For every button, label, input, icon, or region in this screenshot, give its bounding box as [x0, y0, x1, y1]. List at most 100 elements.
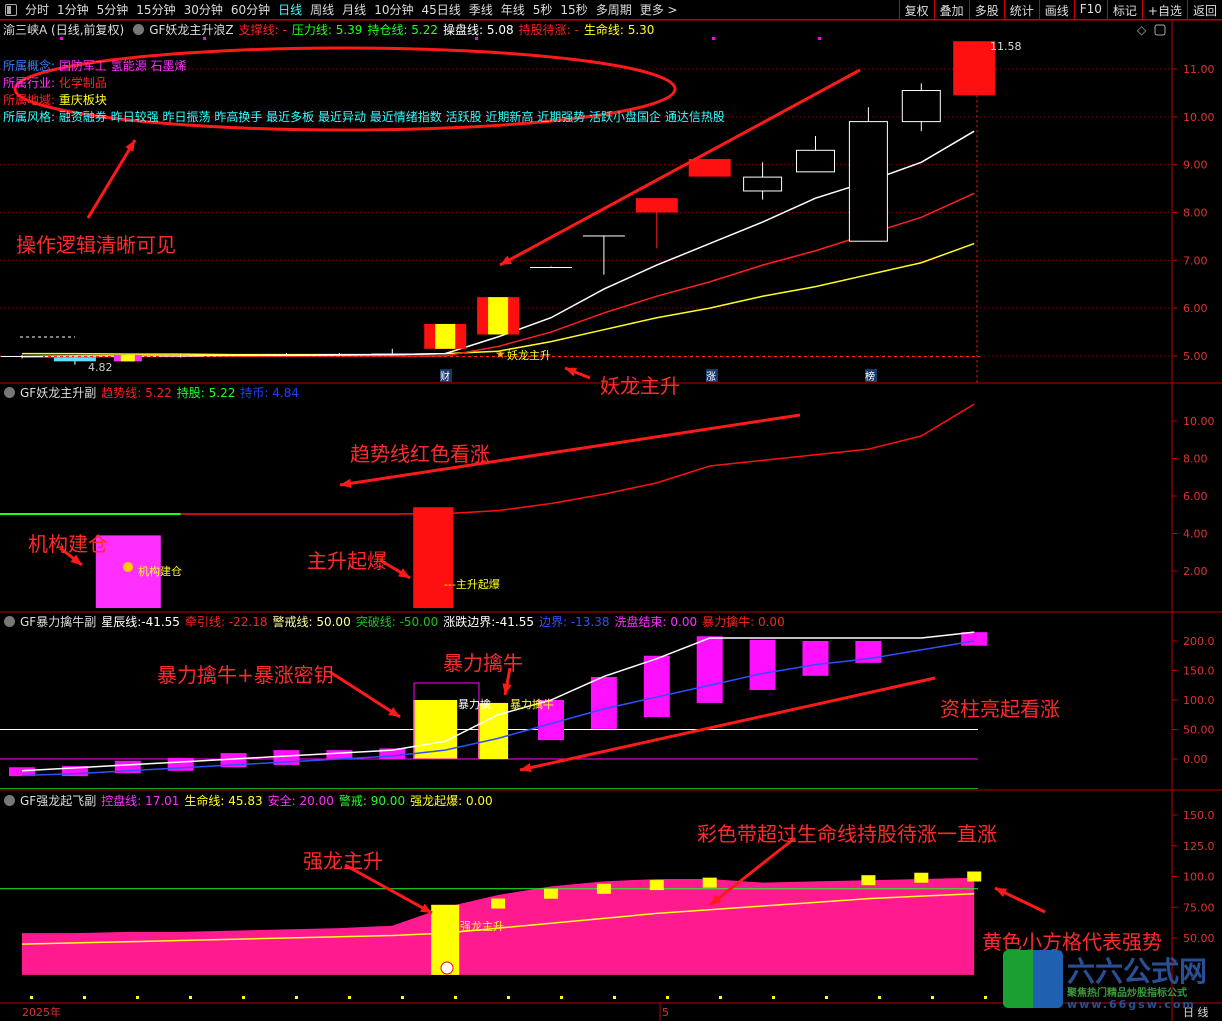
annotation-arrow: [499, 68, 861, 267]
period-tab[interactable]: 5分钟: [96, 3, 129, 17]
star-line: [21, 631, 975, 772]
period-corner-label: 日 线: [1183, 1005, 1209, 1019]
axis-label: 150.0: [1183, 809, 1215, 822]
period-tab[interactable]: 多周期: [595, 3, 632, 17]
field-value: 5.30: [623, 22, 655, 37]
toolbar-action-button[interactable]: 统计: [1003, 0, 1039, 20]
toolbar-action-button[interactable]: +自选: [1141, 0, 1187, 20]
power-bar: [696, 636, 723, 703]
candle: [318, 354, 361, 356]
toolbar-action-button[interactable]: 叠加: [933, 0, 969, 20]
period-tab[interactable]: 10分钟: [374, 3, 414, 17]
info-value: 融资融券 昨日较强 昨日振荡 昨高换手 最近多板 最近异动 最近情绪指数 活跃股…: [58, 110, 725, 124]
logo-pulse-icon: [1003, 950, 1063, 1008]
site-logo: 六六公式网 聚焦热门精品炒股指标公式 www.66gsw.com: [1003, 950, 1215, 1012]
annotation: 强龙主升: [303, 849, 383, 873]
indicator-fields: 趋势线: 5.22 持股: 5.22 持币: 4.84: [101, 384, 304, 401]
date-dot: [507, 996, 510, 999]
indicator-field: 警戒线: 50.00: [272, 615, 350, 629]
indicator-name[interactable]: GF妖龙主升副: [20, 385, 97, 400]
toolbar-action-button[interactable]: 标记: [1106, 0, 1142, 20]
indicator-menu-icon[interactable]: [4, 386, 15, 398]
indicator-name[interactable]: GF妖龙主升浪Z: [149, 22, 234, 37]
indicator-name[interactable]: GF暴力擒牛副: [20, 614, 97, 629]
period-tab[interactable]: 60分钟: [230, 3, 271, 17]
indicator-field: 暴力擒牛: 0.00: [702, 615, 785, 629]
field-label: 持股:: [176, 385, 205, 400]
arrow-head-icon: [995, 888, 1007, 897]
signal-label: 妖龙主升: [507, 348, 551, 362]
period-tab[interactable]: 日线: [278, 3, 303, 17]
strength-square: [861, 875, 876, 886]
strength-square: [649, 880, 664, 891]
period-tab[interactable]: 15分钟: [136, 3, 176, 17]
toolbar-action-button[interactable]: 复权: [898, 0, 934, 20]
power-bar-yellow: [413, 700, 458, 759]
ma-yellow-line: [22, 242, 975, 356]
indicator-field: 突破线: -50.00: [356, 615, 439, 629]
period-tab[interactable]: 周线: [310, 3, 335, 17]
axis-label: 75.00: [1183, 901, 1215, 914]
period-tab[interactable]: 分时: [25, 3, 50, 17]
event-marker-icon: [865, 369, 877, 382]
field-value: 0.00: [754, 614, 785, 629]
date-dot: [878, 996, 881, 999]
indicator-menu-icon[interactable]: [4, 794, 15, 806]
strength-square: [967, 871, 982, 882]
event-marker-icon: [706, 369, 718, 382]
axis-label: 6.00: [1183, 490, 1208, 503]
candle: [796, 149, 835, 173]
candle: [743, 176, 783, 192]
signal-label: 机构建仓: [138, 564, 182, 578]
date-dot: [719, 996, 722, 999]
candle: [582, 235, 625, 237]
field-value: 4.84: [268, 385, 299, 400]
period-toolbar: 分时 1分钟 5分钟 15分钟 30分钟 60分钟 日线 周线 月线 10分钟 45日线 季线 年线 5秒…: [0, 0, 1222, 20]
indicator-field: 生命线: 45.83: [184, 794, 262, 808]
field-value: 5.22: [407, 22, 439, 37]
period-tab[interactable]: 45日线: [421, 3, 461, 17]
field-label: 洗盘结束:: [614, 614, 667, 629]
period-tab[interactable]: 年线: [500, 3, 525, 17]
field-value: -13.38: [567, 614, 610, 629]
annotation: 暴力擒牛+暴涨密钥: [157, 663, 334, 687]
axis-label: 7.00: [1183, 254, 1208, 267]
period-tab[interactable]: 季线: [468, 3, 493, 17]
annotation: 妖龙主升: [600, 374, 680, 398]
period-tab[interactable]: 30分钟: [183, 3, 223, 17]
indicator-field: 警戒: 90.00: [339, 794, 405, 808]
period-tab[interactable]: 15秒: [560, 3, 588, 17]
indicator-name[interactable]: GF强龙起飞副: [20, 793, 97, 808]
date-dot: [454, 996, 457, 999]
logo-name: 六六公式网: [1067, 955, 1208, 988]
arrow-head-icon: [398, 568, 410, 578]
diamond-icon: ◇: [1137, 23, 1147, 37]
indicator-field: 控盘线: 17.01: [101, 794, 179, 808]
toolbar-action-button[interactable]: 返回: [1186, 0, 1222, 20]
toolbar-action-button[interactable]: F10: [1073, 0, 1107, 20]
candle: [635, 198, 678, 213]
info-label: 所属行业:: [3, 76, 56, 90]
indicator-menu-icon[interactable]: [4, 615, 15, 627]
money-bag-icon: [123, 562, 133, 572]
toolbar-action-button[interactable]: 画线: [1038, 0, 1074, 20]
signal-dot: [818, 37, 821, 40]
field-label: 生命线:: [583, 22, 624, 37]
panel2-header: GF妖龙主升副 趋势线: 5.22 持股: 5.22 持币: 4.84: [0, 384, 309, 400]
period-tab[interactable]: 更多 >: [639, 3, 678, 17]
window-toggle-icon[interactable]: [5, 3, 17, 16]
date-dot: [613, 996, 616, 999]
candle: [53, 357, 96, 362]
indicator-menu-icon[interactable]: [133, 23, 145, 35]
indicator-field: 趋势线: 5.22: [101, 386, 172, 400]
period-tab[interactable]: 1分钟: [57, 3, 89, 17]
candle-core: [435, 323, 456, 349]
annotation-arrow: [709, 836, 796, 907]
toolbar-action-button[interactable]: 多股: [968, 0, 1004, 20]
info-label: 所属风格:: [3, 110, 56, 124]
annotation: 暴力擒牛: [443, 651, 523, 675]
period-tab[interactable]: 月线: [342, 3, 367, 17]
period-tab[interactable]: 5秒: [532, 3, 553, 17]
field-label: 持币:: [240, 385, 269, 400]
